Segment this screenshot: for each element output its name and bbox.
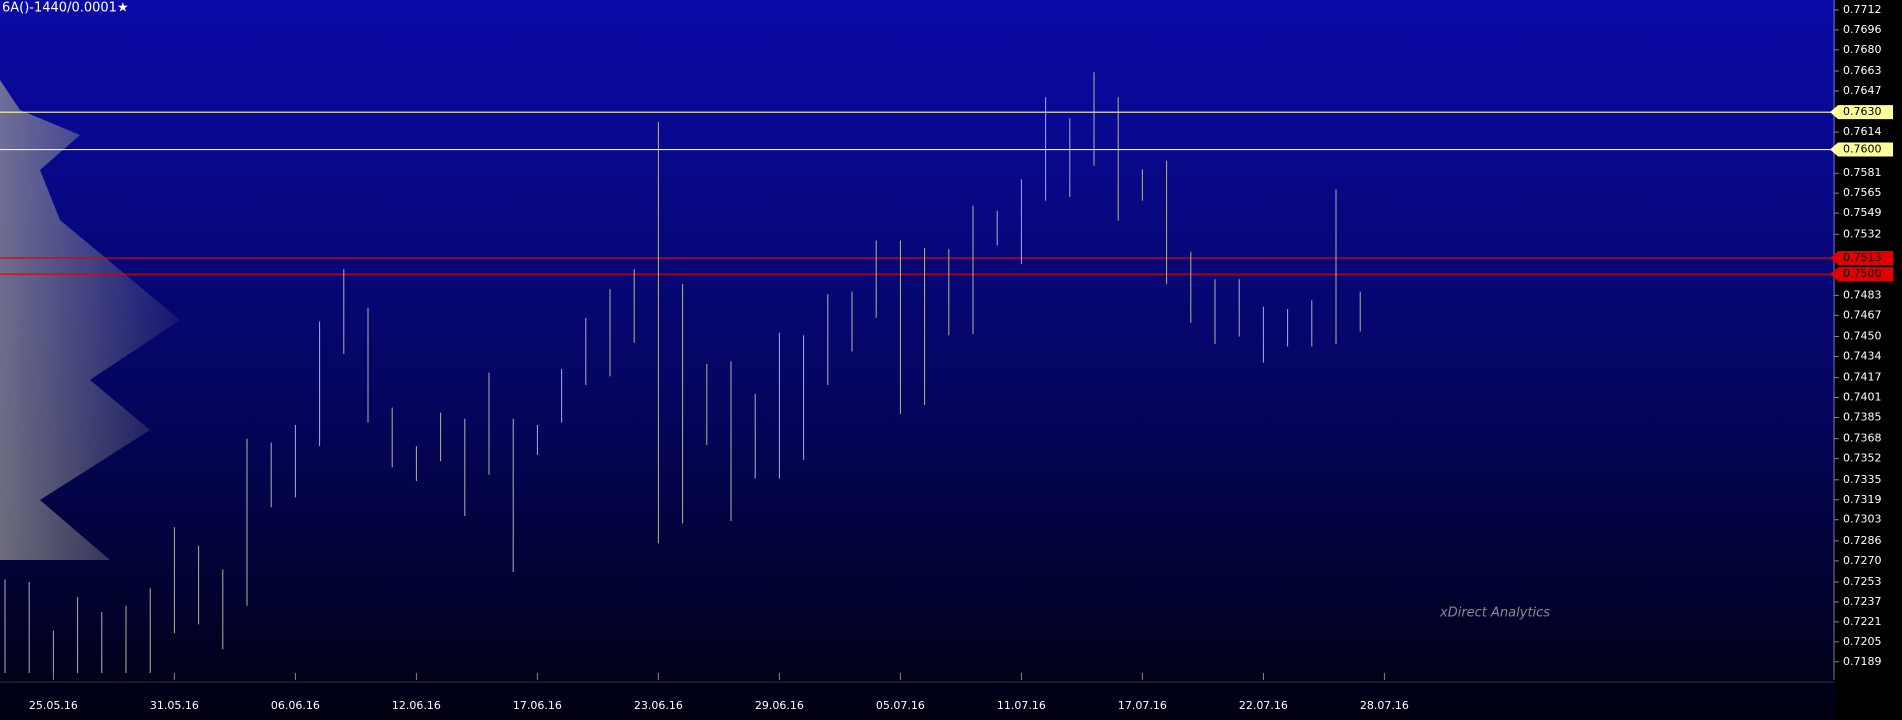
- y-tick-label: 0.7352: [1843, 452, 1882, 465]
- x-tick-label: 25.05.16: [29, 699, 78, 712]
- level-tag: [1830, 250, 1893, 265]
- x-tick-label: 22.07.16: [1239, 699, 1288, 712]
- x-tick-label: 11.07.16: [997, 699, 1046, 712]
- y-tick-label: 0.7253: [1843, 575, 1882, 588]
- level-label: 0.7500: [1843, 267, 1882, 280]
- y-tick-label: 0.7532: [1843, 227, 1882, 240]
- y-tick-label: 0.7303: [1843, 513, 1882, 526]
- level-label: 0.7600: [1843, 143, 1882, 156]
- watermark: xDirect Analytics: [1439, 606, 1550, 621]
- x-tick-label: 12.06.16: [392, 699, 441, 712]
- y-tick-label: 0.7696: [1843, 23, 1882, 36]
- y-tick-label: 0.7286: [1843, 534, 1882, 547]
- y-tick-label: 0.7450: [1843, 330, 1882, 343]
- y-tick-label: 0.7417: [1843, 371, 1882, 384]
- volume-profile: [0, 80, 180, 560]
- level-tag: [1830, 142, 1893, 157]
- x-tick-label: 23.06.16: [634, 699, 683, 712]
- x-tick-label: 29.06.16: [755, 699, 804, 712]
- y-tick-label: 0.7614: [1843, 125, 1882, 138]
- y-tick-label: 0.7467: [1843, 308, 1882, 321]
- x-tick-label: 28.07.16: [1360, 699, 1409, 712]
- y-tick-label: 0.7189: [1843, 655, 1882, 668]
- axis-background: [1835, 0, 1902, 720]
- level-label: 0.7630: [1843, 105, 1882, 118]
- chart-title: 6A()-1440/0.0001★: [2, 1, 129, 16]
- y-tick-label: 0.7483: [1843, 288, 1882, 301]
- x-tick-label: 06.06.16: [271, 699, 320, 712]
- level-label: 0.7513: [1843, 251, 1882, 264]
- x-tick-label: 31.05.16: [150, 699, 199, 712]
- x-tick-label: 05.07.16: [876, 699, 925, 712]
- y-tick-label: 0.7434: [1843, 349, 1882, 362]
- y-tick-label: 0.7680: [1843, 43, 1882, 56]
- y-tick-label: 0.7401: [1843, 391, 1882, 404]
- y-tick-label: 0.7549: [1843, 206, 1882, 219]
- y-tick-label: 0.7565: [1843, 186, 1882, 199]
- y-tick-label: 0.7663: [1843, 64, 1882, 77]
- x-tick-label: 17.07.16: [1118, 699, 1167, 712]
- y-tick-label: 0.7647: [1843, 84, 1882, 97]
- y-tick-label: 0.7581: [1843, 166, 1882, 179]
- y-tick-label: 0.7205: [1843, 635, 1882, 648]
- x-tick-label: 17.06.16: [513, 699, 562, 712]
- y-tick-label: 0.7385: [1843, 411, 1882, 424]
- plot-background: [0, 0, 1835, 720]
- y-tick-label: 0.7270: [1843, 554, 1882, 567]
- y-tick-label: 0.7237: [1843, 595, 1882, 608]
- y-tick-label: 0.7712: [1843, 3, 1882, 16]
- level-tag: [1830, 105, 1893, 120]
- y-tick-label: 0.7335: [1843, 473, 1882, 486]
- y-tick-label: 0.7368: [1843, 432, 1882, 445]
- y-tick-label: 0.7319: [1843, 493, 1882, 506]
- y-tick-label: 0.7221: [1843, 615, 1882, 628]
- level-tag: [1830, 267, 1893, 282]
